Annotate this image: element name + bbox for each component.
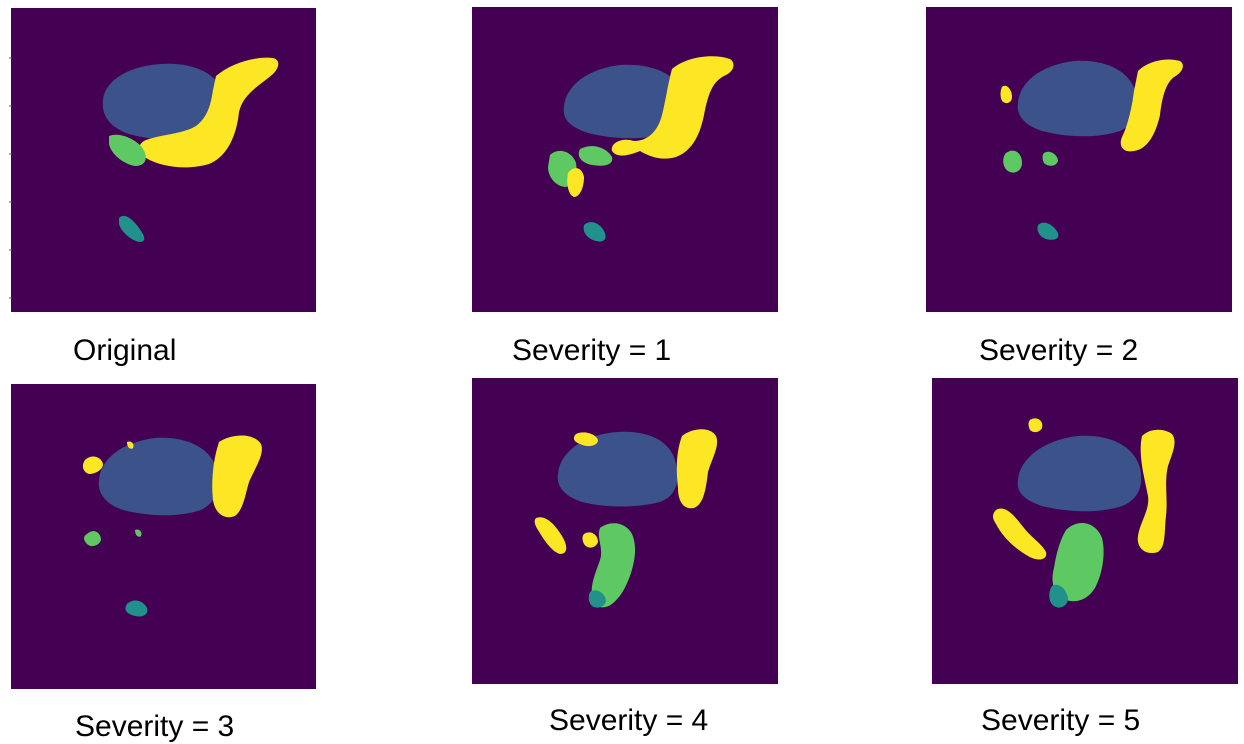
segmentation-mask-severity-1 — [472, 7, 778, 312]
blue-region — [102, 63, 225, 141]
blue-region — [1017, 60, 1138, 137]
panel-severity-1 — [472, 7, 778, 312]
panel-original — [11, 8, 316, 312]
green-region — [591, 523, 636, 608]
yellow-region — [1000, 85, 1012, 104]
yellow-region — [1120, 59, 1183, 152]
green-region — [578, 146, 613, 166]
segmentation-mask-severity-4 — [472, 378, 778, 684]
yellow-region — [82, 456, 103, 474]
teal-region — [588, 590, 606, 608]
yellow-region — [1028, 418, 1043, 433]
green-region — [135, 529, 142, 537]
yellow-region — [567, 168, 584, 197]
teal-region — [1049, 584, 1068, 608]
caption-severity-4: Severity = 4 — [549, 704, 709, 737]
yellow-region — [1137, 429, 1175, 554]
yellow-region — [573, 432, 598, 447]
yellow-region — [534, 517, 567, 554]
segmentation-mask-severity-5 — [932, 378, 1238, 684]
green-region — [1052, 523, 1104, 602]
axis-ticks — [8, 8, 12, 312]
caption-severity-1: Severity = 1 — [512, 334, 672, 367]
segmentation-mask-original — [11, 8, 316, 312]
green-region — [109, 134, 146, 166]
blue-region — [98, 437, 219, 516]
panel-severity-4 — [472, 378, 778, 684]
yellow-region — [127, 441, 134, 449]
teal-region — [583, 222, 606, 242]
blue-region — [557, 431, 678, 507]
panel-severity-3 — [11, 384, 316, 689]
green-region — [1042, 151, 1058, 166]
panel-severity-2 — [926, 7, 1232, 312]
mask-background — [926, 7, 1232, 312]
yellow-region — [212, 435, 262, 518]
yellow-region — [582, 532, 598, 548]
yellow-region — [139, 57, 279, 168]
teal-region — [125, 600, 148, 617]
caption-original: Original — [73, 334, 177, 367]
segmentation-mask-severity-2 — [926, 7, 1232, 312]
mask-background — [472, 7, 778, 312]
teal-region — [1037, 222, 1059, 240]
yellow-region — [611, 56, 734, 159]
blue-region — [1017, 435, 1142, 512]
caption-severity-5: Severity = 5 — [981, 704, 1141, 737]
yellow-region — [676, 429, 718, 509]
caption-severity-2: Severity = 2 — [979, 334, 1139, 367]
blue-region — [563, 64, 686, 139]
green-region — [84, 531, 101, 547]
caption-severity-3: Severity = 3 — [75, 710, 235, 743]
green-region — [1003, 150, 1022, 173]
panel-severity-5 — [932, 378, 1238, 684]
yellow-region — [993, 508, 1047, 560]
teal-region — [119, 215, 145, 242]
segmentation-mask-severity-3 — [11, 384, 316, 689]
mask-background — [11, 384, 316, 689]
